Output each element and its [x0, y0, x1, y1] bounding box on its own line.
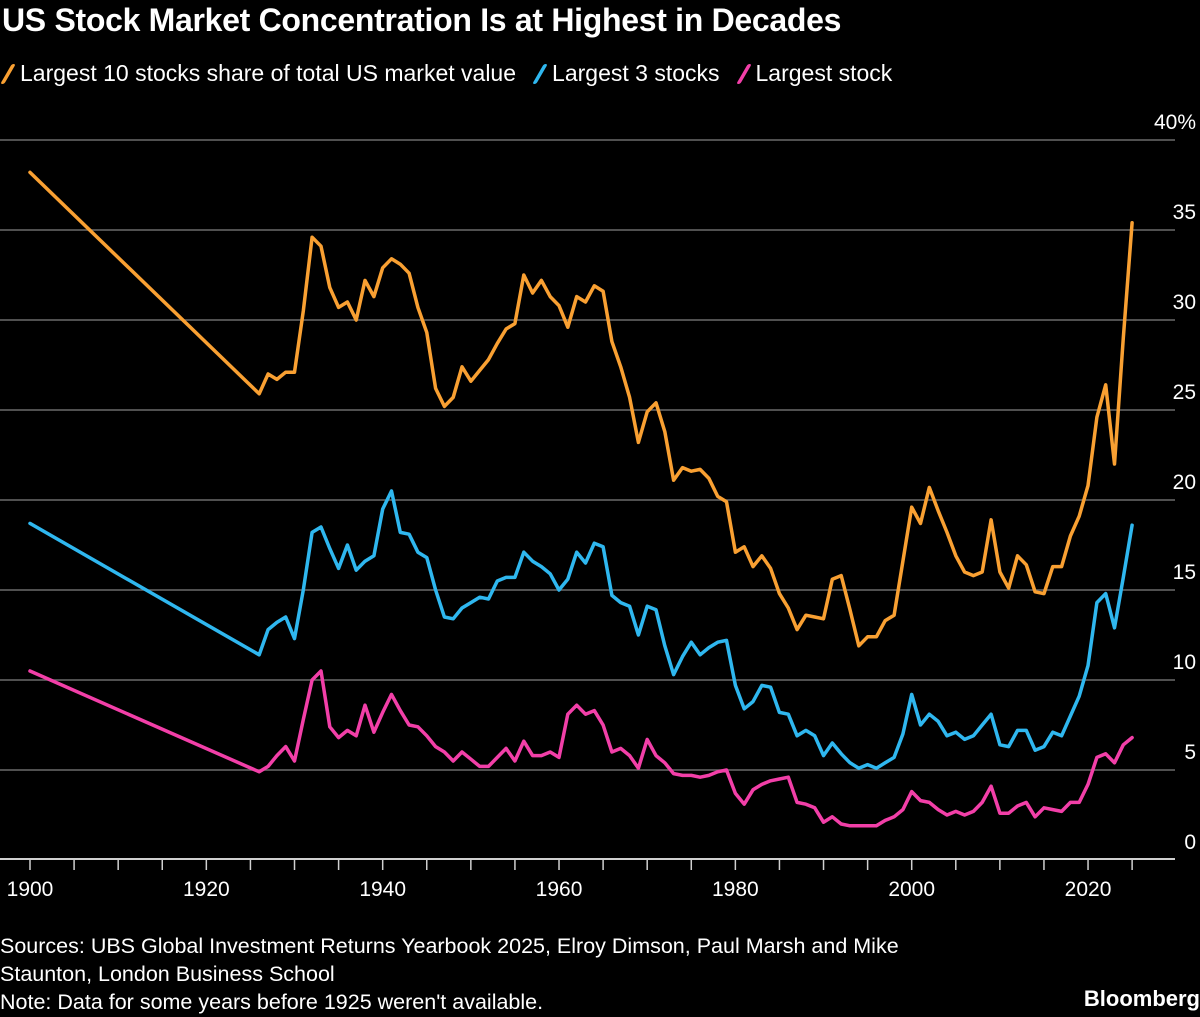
y-tick-label: 20 [1173, 471, 1196, 494]
y-axis-labels: 0 5 10 15 20 25 30 35 40% [1154, 111, 1196, 854]
y-tick-label: 25 [1173, 381, 1196, 404]
x-axis: 1900 1920 1940 1960 1980 2000 2020 [0, 858, 1175, 901]
x-tick-label: 1960 [536, 878, 583, 901]
bloomberg-logo: Bloomberg [1083, 986, 1200, 1011]
legend-label: Largest 3 stocks [552, 60, 720, 86]
series-line-largest-3 [28, 489, 1134, 770]
series-line-largest-1 [28, 669, 1134, 828]
legend-item-top1: Largest stock [735, 60, 893, 87]
y-tick-label: 15 [1173, 561, 1196, 584]
x-tick-label: 2020 [1065, 878, 1112, 901]
gridlines [0, 139, 1175, 771]
legend: Largest 10 stocks share of total US mark… [0, 60, 893, 87]
y-tick-label: 5 [1184, 741, 1196, 764]
legend-label: Largest stock [755, 60, 893, 86]
y-tick-label: 30 [1173, 291, 1196, 314]
y-tick-label: 35 [1173, 201, 1196, 224]
x-tick-label: 1980 [712, 878, 759, 901]
sources-line-2: Staunton, London Business School [0, 962, 335, 986]
y-tick-label: 40% [1154, 111, 1196, 134]
x-tick-label: 1920 [183, 878, 230, 901]
chart-title: US Stock Market Concentration Is at High… [2, 2, 842, 38]
y-tick-label: 10 [1173, 651, 1196, 674]
y-tick-label: 0 [1184, 831, 1196, 854]
x-tick-label: 1940 [359, 878, 406, 901]
footer: Sources: UBS Global Investment Returns Y… [0, 932, 899, 1016]
x-tick-label: 2000 [888, 878, 935, 901]
x-tick-label: 1900 [7, 878, 54, 901]
series-lines [28, 170, 1134, 828]
legend-label: Largest 10 stocks share of total US mark… [20, 60, 517, 86]
legend-item-top10: Largest 10 stocks share of total US mark… [0, 60, 517, 87]
series-line-largest-10 [28, 170, 1134, 648]
legend-item-top3: Largest 3 stocks [532, 60, 720, 87]
sources-line-1: Sources: UBS Global Investment Returns Y… [0, 934, 899, 958]
note: Note: Data for some years before 1925 we… [0, 990, 544, 1014]
